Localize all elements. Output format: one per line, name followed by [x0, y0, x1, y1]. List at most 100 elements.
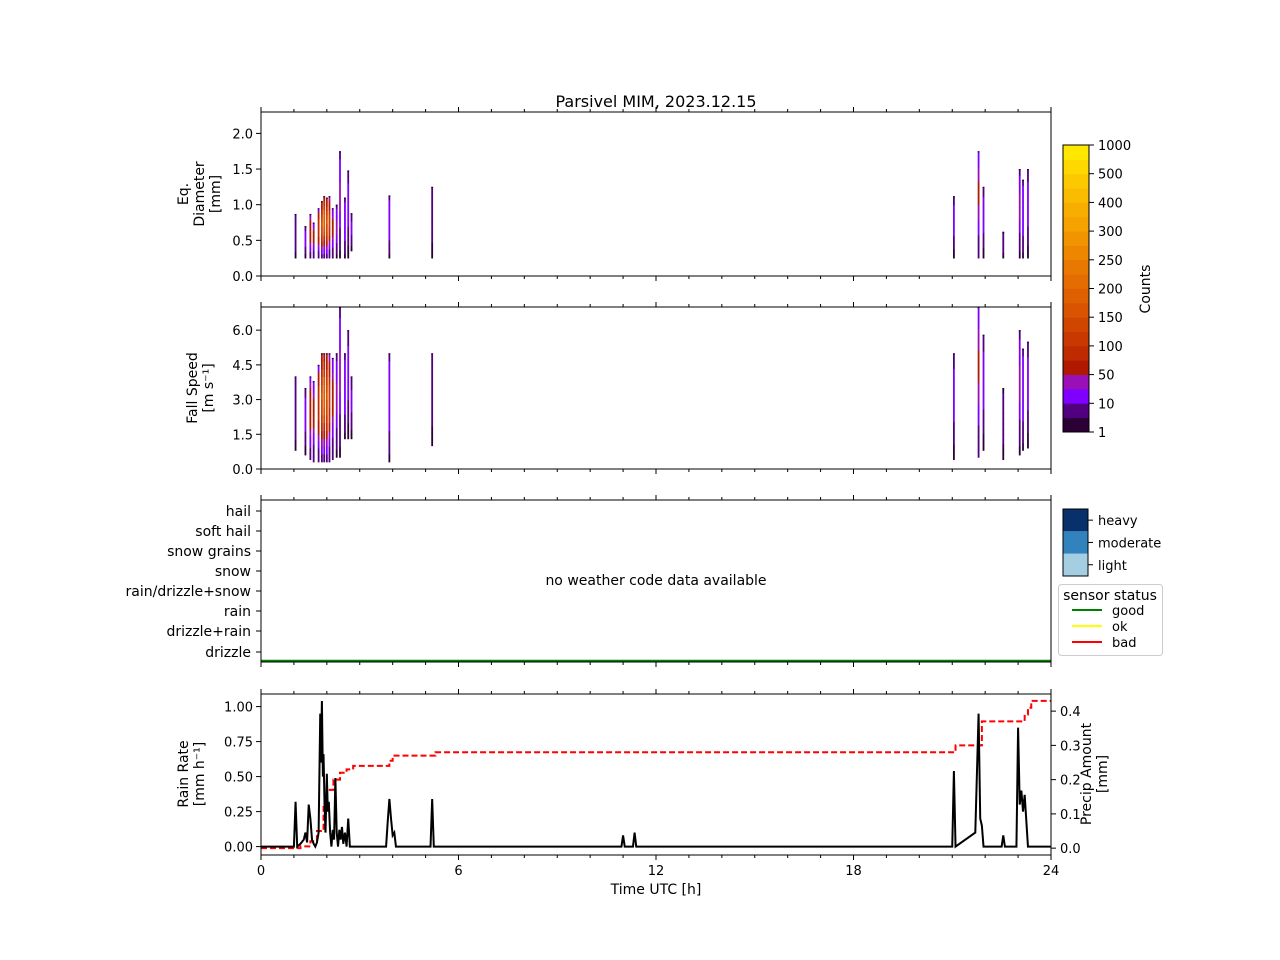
heatmap-cell: [347, 368, 350, 378]
heatmap-cell: [344, 371, 346, 379]
heatmap-cell: [304, 255, 307, 259]
heatmap-cell: [331, 401, 334, 410]
heatmap-cell: [317, 441, 320, 449]
heatmap-cell: [304, 411, 307, 418]
colorbar-swatch: [1063, 417, 1089, 433]
heatmap-cell: [388, 213, 391, 219]
heatmap-cell: [1022, 435, 1024, 444]
heatmap-cell: [304, 251, 307, 254]
heatmap-cell: [328, 249, 331, 255]
heatmap-cell: [328, 430, 331, 440]
heatmap-cell: [309, 255, 312, 259]
heatmap-cell: [323, 430, 326, 440]
heatmap-cell: [294, 397, 297, 404]
heatmap-cell: [350, 416, 353, 422]
ylabel-line: [m s⁻¹]: [201, 363, 217, 412]
heatmap-edge: [431, 186, 434, 189]
heatmap-cell: [952, 406, 955, 415]
heatmap-cell: [1027, 410, 1029, 419]
colorbar-swatch: [1063, 302, 1089, 318]
heatmap-edge: [335, 353, 338, 355]
intensity-label-light: light: [1098, 559, 1127, 574]
heatmap-cell: [344, 426, 346, 434]
heatmap-cell: [331, 251, 334, 255]
colorbar: 1 10 50 100 150 200 250 300 400 500 1000 Counts: [1062, 139, 1154, 441]
heatmap-cell: [347, 384, 350, 393]
heatmap-cell: [347, 182, 350, 190]
heatmap-cell: [312, 232, 315, 236]
heatmap-cell: [328, 218, 331, 224]
heatmap-cell: [339, 371, 341, 383]
heatmap-cell: [347, 220, 350, 228]
heatmap-cell: [344, 210, 346, 216]
heatmap-cell: [388, 253, 391, 259]
heatmap-cell: [350, 237, 353, 241]
colorbar-swatch: [1063, 188, 1089, 203]
heatmap-cell: [309, 382, 312, 389]
heatmap-cell: [317, 427, 320, 435]
heatmap-cell: [1018, 181, 1021, 189]
heatmap-cell: [1002, 418, 1005, 425]
heatmap-cell: [339, 425, 341, 437]
heatmap-cell: [977, 317, 980, 329]
y2-tick-label: 0.4: [1060, 705, 1081, 720]
heatmap-cell: [1002, 393, 1005, 399]
heatmap-cell: [317, 233, 320, 238]
heatmap-cell: [431, 439, 434, 447]
heatmap-cell: [339, 235, 341, 244]
heatmap-cell: [317, 251, 320, 255]
colorbar-swatch: [1063, 202, 1089, 218]
colorbar-swatch: [1063, 360, 1089, 375]
heatmap-cell: [388, 430, 391, 440]
heatmap-cell: [320, 250, 323, 255]
heatmap-cell: [335, 246, 338, 251]
heatmap-cell: [1018, 419, 1021, 429]
heatmap-cell: [1022, 202, 1024, 209]
heatmap-edge: [294, 376, 297, 378]
rainrate-panel: 0 6 12 18 24 0.00 0.25 0.50 0.75 1.00 0.0 0.1 0.2 0.3…: [176, 689, 1111, 898]
heatmap-cell: [317, 240, 320, 245]
colorbar-tick-label: 500: [1098, 168, 1123, 183]
heatmap-cell: [312, 427, 315, 434]
fallspeed-ylabel: Fall Speed[m s⁻¹]: [185, 352, 217, 423]
no-data-annotation: no weather code data available: [545, 573, 766, 589]
heatmap-cell: [1002, 434, 1005, 440]
heatmap-cell: [317, 236, 320, 241]
heatmap-cell: [1018, 213, 1021, 221]
heatmap-cell: [1027, 251, 1029, 259]
heatmap-cell: [320, 384, 323, 393]
heatmap-cell: [952, 436, 955, 445]
x-tick-label: 0: [257, 864, 265, 879]
heatmap-cell: [431, 237, 434, 244]
intensity-swatch-light: [1063, 553, 1088, 576]
heatmap-cell: [339, 403, 341, 415]
heatmap-cell: [1002, 449, 1005, 455]
heatmap-cell: [1018, 232, 1021, 240]
heatmap-cell: [977, 250, 980, 259]
heatmap-cell: [312, 444, 315, 451]
heatmap-cell: [294, 381, 297, 388]
heatmap-cell: [347, 345, 350, 354]
heatmap-edge: [347, 170, 350, 172]
heatmap-cell: [317, 254, 320, 259]
heatmap-cell: [312, 450, 315, 457]
heatmap-cell: [952, 414, 955, 423]
heatmap-cell: [320, 233, 323, 239]
heatmap-cell: [431, 247, 434, 254]
ylabel-line: Rain Rate: [176, 740, 192, 807]
heatmap-cell: [323, 209, 326, 215]
heatmap-cell: [388, 361, 391, 370]
heatmap-cell: [977, 425, 980, 437]
colorbar-swatch: [1063, 345, 1089, 361]
colorbar-swatch: [1063, 288, 1089, 304]
heatmap-cell: [294, 229, 297, 234]
heatmap-cell: [1002, 246, 1005, 250]
heatmap-cell: [952, 368, 955, 377]
y-tick-label: 4.5: [232, 359, 253, 374]
y-tick-label: 3.0: [232, 394, 253, 409]
heatmap-cell: [294, 418, 297, 425]
heatmap-cell: [317, 364, 320, 373]
heatmap-cell: [335, 204, 338, 209]
heatmap-cell: [344, 232, 346, 237]
heatmap-cell: [431, 197, 434, 203]
